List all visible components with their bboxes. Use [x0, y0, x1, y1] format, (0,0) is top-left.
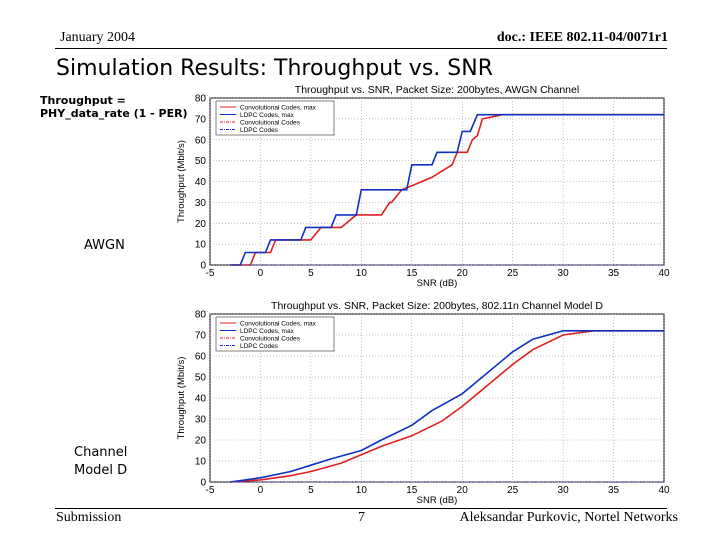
- x-axis-label: SNR (dB): [417, 278, 458, 289]
- formula-note: Throughput = PHY_data_rate (1 - PER): [40, 94, 188, 120]
- y-tick-label: 40: [195, 394, 207, 405]
- header-date: January 2004: [60, 30, 136, 45]
- y-tick-label: 10: [195, 240, 207, 251]
- legend-entry: Convolutional Codes, max: [240, 320, 317, 327]
- x-tick-label: 20: [457, 485, 469, 496]
- footer-submission: Submission: [56, 510, 122, 525]
- y-tick-label: 50: [195, 373, 207, 384]
- legend-entry: Convolutional Codes, max: [240, 104, 317, 111]
- awgn-label: AWGN: [84, 238, 125, 253]
- y-tick-label: 40: [195, 177, 207, 188]
- y-tick-label: 80: [195, 94, 207, 105]
- y-tick-label: 60: [195, 352, 207, 363]
- y-axis-label: Throughput (Mbit/s): [176, 140, 187, 223]
- x-tick-label: 25: [507, 485, 519, 496]
- x-tick-label: 10: [356, 268, 368, 279]
- x-tick-label: 5: [308, 268, 314, 279]
- x-tick-label: 25: [507, 268, 519, 279]
- x-tick-label: 15: [406, 268, 418, 279]
- footer-author: Aleksandar Purkovic, Nortel Networks: [459, 510, 678, 525]
- x-tick-label: 35: [608, 268, 620, 279]
- x-tick-label: 20: [457, 268, 469, 279]
- x-tick-label: 30: [558, 485, 570, 496]
- formula-line-1: Throughput =: [40, 94, 126, 107]
- footer-page: 7: [358, 510, 365, 525]
- y-tick-label: 70: [195, 331, 207, 342]
- x-tick-label: 30: [558, 268, 570, 279]
- y-tick-label: 20: [195, 219, 207, 230]
- x-tick-label: 15: [406, 485, 418, 496]
- chart-title: Throughput vs. SNR, Packet Size: 200byte…: [295, 84, 579, 96]
- chart-2: -5 0 5 10 15 20 25 30 35 4001020304050607080Throu…: [176, 300, 670, 506]
- x-tick-label: 0: [258, 485, 264, 496]
- channel-d-line-1: Channel: [74, 445, 128, 460]
- x-tick-label: 0: [258, 268, 264, 279]
- x-tick-label: 35: [608, 485, 620, 496]
- x-tick-label: 5: [308, 485, 314, 496]
- legend-entry: LDPC Codes: [240, 127, 279, 134]
- series-line-1: [230, 329, 664, 483]
- x-tick-label: 40: [658, 485, 670, 496]
- legend-entry: LDPC Codes, max: [240, 112, 295, 119]
- x-tick-label: 40: [658, 268, 670, 279]
- y-tick-label: 10: [195, 457, 207, 468]
- slide-title: Simulation Results: Throughput vs. SNR: [56, 56, 493, 81]
- x-tick-label: 10: [356, 485, 368, 496]
- chart-title: Throughput vs. SNR, Packet Size: 200byte…: [271, 300, 603, 312]
- y-tick-label: 30: [195, 198, 207, 209]
- legend-entry: LDPC Codes, max: [240, 328, 295, 335]
- channel-d-label: Channel Model D: [74, 444, 127, 480]
- legend-entry: LDPC Codes: [240, 343, 279, 350]
- chart-1: -5 0 5 10 15 20 25 30 35 4001020304050607080Throu…: [176, 84, 670, 289]
- formula-line-2: PHY_data_rate (1 - PER): [40, 107, 188, 120]
- series-line-2: [230, 329, 664, 483]
- y-axis-label: Throughput (Mbit/s): [176, 357, 187, 440]
- header-doc: doc.: IEEE 802.11-04/0071r1: [496, 30, 668, 45]
- y-tick-label: 60: [195, 135, 207, 146]
- x-tick-label: -5: [206, 268, 215, 279]
- legend-entry: Convolutional Codes: [240, 335, 301, 342]
- y-tick-label: 0: [200, 478, 206, 489]
- header-rule: [55, 48, 667, 49]
- channel-d-line-2: Model D: [74, 463, 128, 478]
- x-axis-label: SNR (dB): [417, 495, 458, 506]
- y-tick-label: 80: [195, 310, 207, 321]
- y-tick-label: 30: [195, 415, 207, 426]
- series-line-2: [230, 113, 664, 266]
- y-tick-label: 0: [200, 261, 206, 272]
- legend-entry: Convolutional Codes: [240, 119, 301, 126]
- y-tick-label: 70: [195, 114, 207, 125]
- y-tick-label: 20: [195, 436, 207, 447]
- x-tick-label: -5: [206, 485, 215, 496]
- footer-rule: [55, 508, 667, 509]
- y-tick-label: 50: [195, 156, 207, 167]
